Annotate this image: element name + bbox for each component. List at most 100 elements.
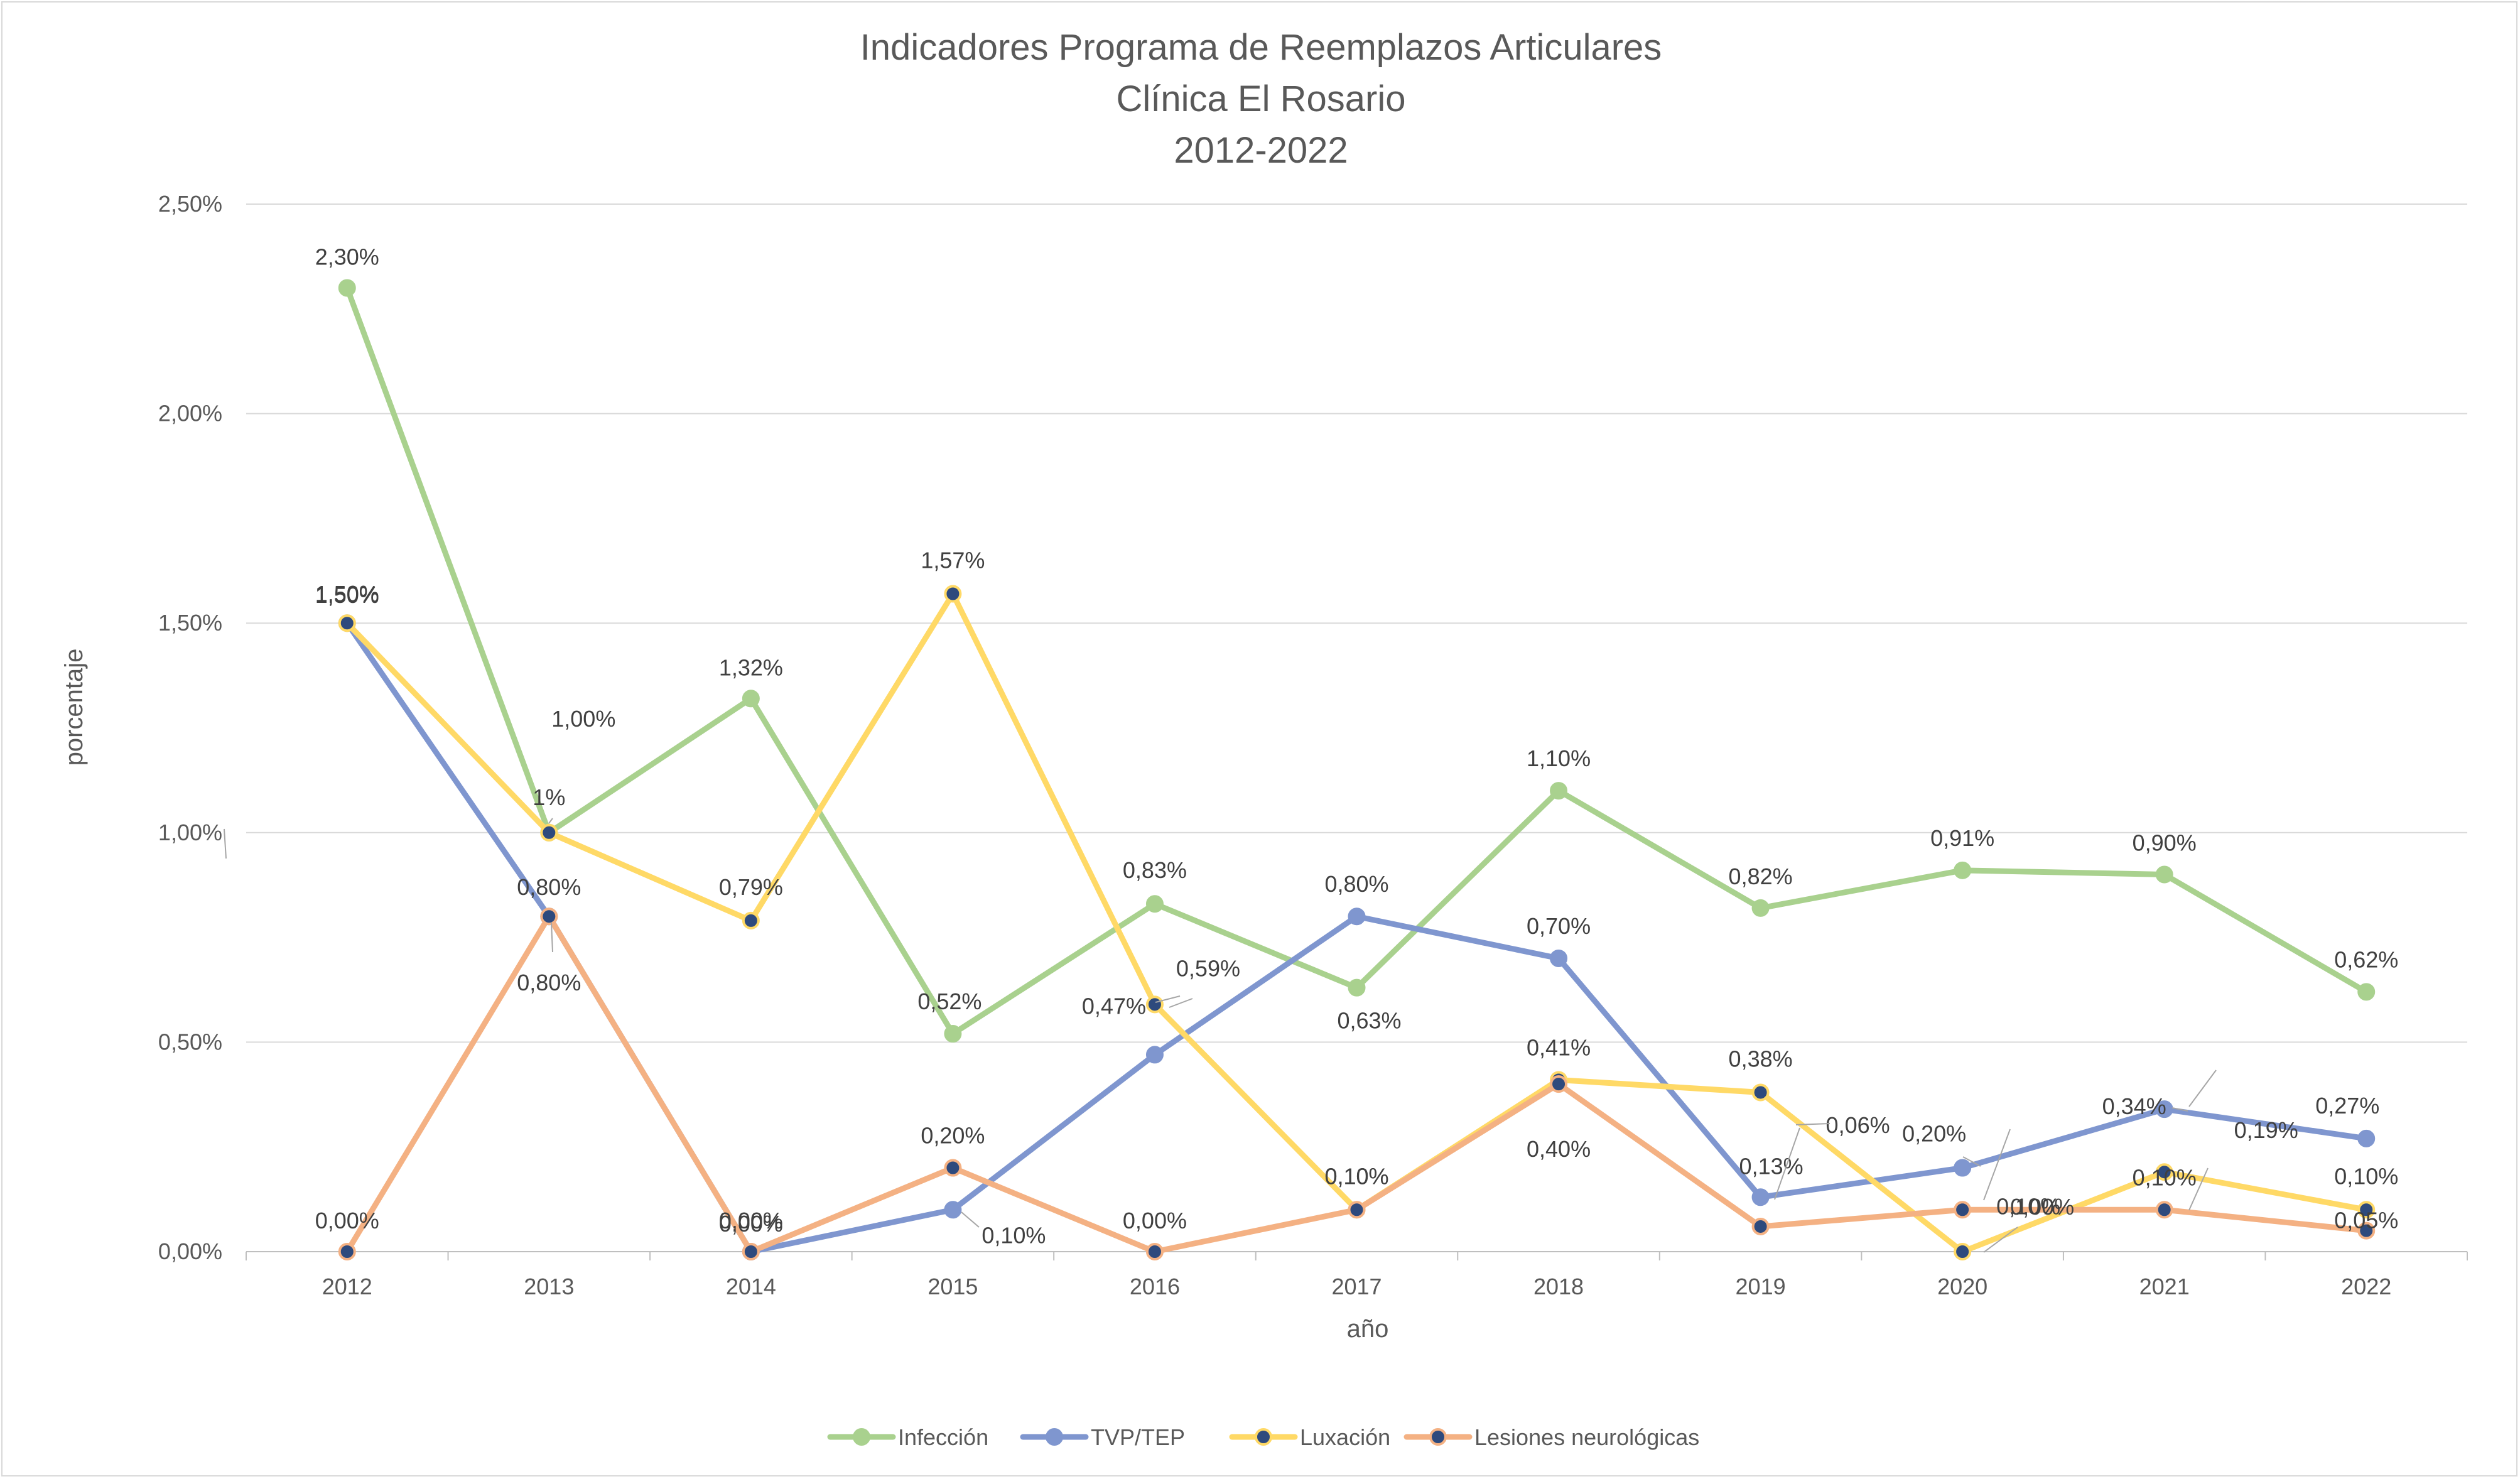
gridlines	[246, 203, 2467, 1252]
leader-line	[224, 828, 227, 859]
data-point	[1550, 782, 1568, 800]
data-point	[1751, 1188, 1770, 1206]
chart-title-line-1: Indicadores Programa de Reemplazos Artic…	[860, 27, 1662, 68]
data-label: 0,63%	[1337, 1008, 1401, 1034]
data-point	[338, 279, 356, 297]
x-tick-label: 2022	[2341, 1274, 2391, 1299]
data-point	[2155, 1100, 2173, 1119]
leader-line	[2188, 1070, 2217, 1107]
data-label: 1,10%	[1527, 745, 1591, 771]
data-point	[1550, 1075, 1568, 1093]
data-label: 0,80%	[517, 874, 581, 900]
x-axis: 2012 2013 2014 2015 2016 2017 2018 2019 2020 2021…	[246, 1252, 2468, 1343]
y-tick-label: 2,50%	[158, 191, 222, 217]
y-tick-label: 1,00%	[158, 820, 222, 845]
data-label: 0,70%	[1527, 913, 1591, 939]
legend-swatch-marker	[1046, 1428, 1063, 1446]
data-label: 0,10%	[1324, 1163, 1388, 1189]
legend: Infección TVP/TEP Luxación Lesiones neuroló…	[827, 1424, 1699, 1450]
data-label: 0,62%	[2334, 946, 2398, 972]
data-labels: 2,30% 1% 1,32% 0,52% 0,83% 0,63% 1,10% 0,82% 0,9…	[315, 244, 2399, 1248]
data-point	[1145, 1046, 1164, 1064]
data-point	[338, 614, 356, 632]
data-label: 0,10%	[982, 1222, 1046, 1248]
data-point	[1145, 995, 1164, 1014]
data-point	[944, 585, 962, 603]
data-point	[1348, 907, 1366, 926]
data-point	[1348, 978, 1366, 997]
x-tick-label: 2018	[1533, 1274, 1584, 1299]
leader-line	[1983, 1129, 2011, 1201]
data-point	[2155, 1163, 2173, 1181]
data-point	[1954, 1201, 1972, 1219]
data-label: 0,80%	[1324, 871, 1388, 897]
x-tick-label: 2015	[927, 1274, 978, 1299]
data-point	[2357, 983, 2376, 1001]
x-tick-label: 2020	[1937, 1274, 1987, 1299]
legend-swatch-marker	[1429, 1428, 1447, 1446]
x-tick-label: 2014	[726, 1274, 776, 1299]
data-label: 1,32%	[719, 654, 783, 680]
chart-title-line-2: Clínica El Rosario	[1117, 79, 1406, 119]
data-label: 0,52%	[917, 989, 982, 1014]
chart-title-line-3: 2012-2022	[1174, 130, 1348, 171]
data-label: 0,79%	[719, 874, 783, 900]
series-markers	[338, 279, 2376, 1260]
y-axis-title: porcentaje	[60, 649, 88, 766]
data-label: 0,41%	[1527, 1034, 1591, 1060]
leader-line	[2188, 1167, 2209, 1211]
data-label: 0,00%	[2010, 1194, 2074, 1220]
data-label: 0,80%	[517, 970, 581, 995]
x-tick-label: 2012	[322, 1274, 372, 1299]
data-label: 1%	[533, 784, 565, 810]
leader-line	[1795, 1123, 1831, 1125]
data-label: 2,30%	[315, 244, 379, 269]
data-label: 1,00%	[551, 706, 615, 732]
x-tick-label: 2016	[1130, 1274, 1180, 1299]
data-point	[1751, 1083, 1770, 1102]
data-point	[742, 1243, 760, 1260]
data-label: 0,00%	[315, 1208, 379, 1233]
data-label: 0,34%	[2102, 1093, 2166, 1119]
data-point	[944, 1201, 962, 1219]
y-tick-label: 2,00%	[158, 401, 222, 426]
data-point	[944, 1159, 962, 1177]
data-label: 1,57%	[921, 547, 985, 573]
data-label: 0,38%	[1729, 1046, 1793, 1071]
data-point	[1145, 1243, 1164, 1260]
y-tick-label: 0,50%	[158, 1029, 222, 1054]
legend-label: Luxación	[1300, 1424, 1390, 1450]
y-axis: 0,00% 0,50% 1,00% 1,50% 2,00% 2,50% porcentaje	[60, 191, 222, 1264]
leader-line	[548, 818, 553, 824]
x-tick-label: 2021	[2139, 1274, 2190, 1299]
data-label: 0,00%	[1123, 1208, 1187, 1233]
leader-line	[551, 922, 553, 953]
data-label: 0,27%	[2315, 1093, 2379, 1119]
data-point	[1954, 861, 1972, 879]
leader-line	[1169, 998, 1193, 1008]
legend-label: TVP/TEP	[1091, 1424, 1185, 1450]
data-label: 0,05%	[2334, 1208, 2398, 1233]
data-label: 0,00%	[719, 1208, 783, 1233]
leader-line	[1155, 995, 1181, 1003]
series-line-1	[344, 620, 2369, 1255]
data-label: 0,10%	[2133, 1164, 2197, 1190]
data-label: 0,06%	[1826, 1112, 1890, 1138]
legend-swatch-marker	[1255, 1428, 1272, 1446]
data-label: 0,10%	[1996, 1193, 2060, 1219]
data-point	[1751, 899, 1770, 917]
leader-line	[1774, 1127, 1800, 1200]
legend-label: Infección	[898, 1424, 988, 1450]
data-label: 0,10%	[1324, 1163, 1388, 1189]
data-label: 0,10%	[2334, 1163, 2398, 1189]
data-label: 1,50%	[315, 582, 379, 608]
leader-line	[1962, 1156, 1981, 1167]
data-point	[338, 1243, 356, 1260]
x-tick-label: 2017	[1331, 1274, 1382, 1299]
data-point	[540, 907, 558, 926]
data-label: 0,59%	[1176, 955, 1240, 981]
series-lines	[344, 284, 2369, 1255]
data-point	[2155, 1201, 2173, 1219]
x-axis-title: año	[1347, 1315, 1389, 1343]
line-chart: Indicadores Programa de Reemplazos Artic…	[60, 27, 2468, 1450]
